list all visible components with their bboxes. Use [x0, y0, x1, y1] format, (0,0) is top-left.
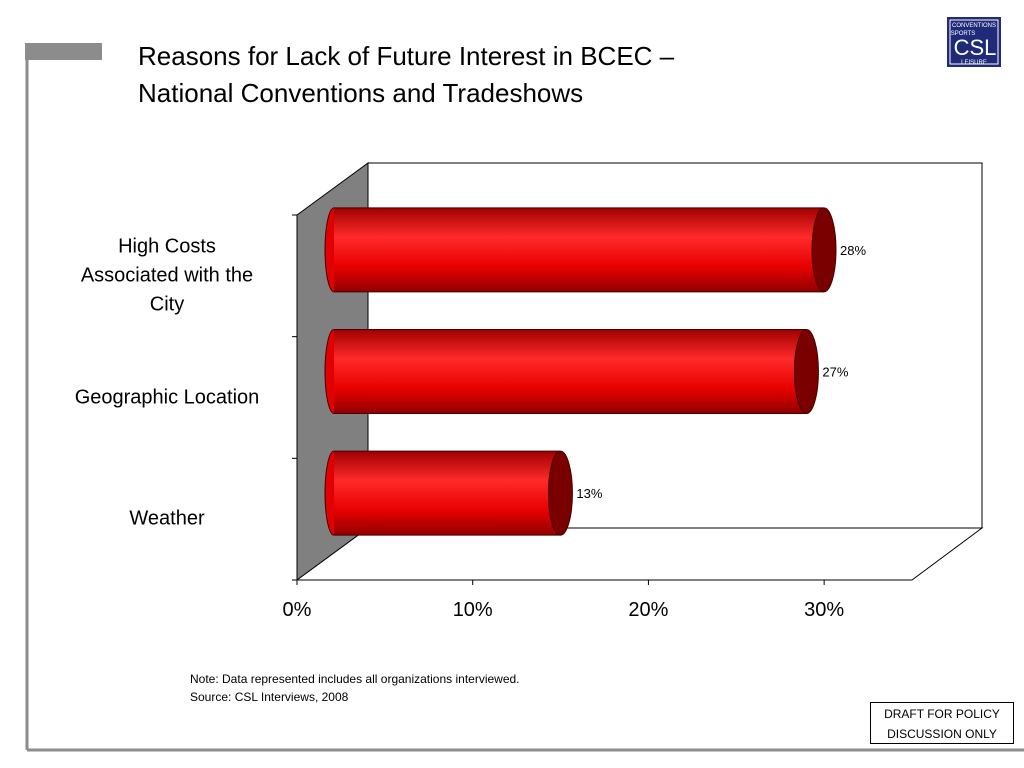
- x-tick-label: 30%: [804, 599, 844, 621]
- title: Reasons for Lack of Future Interest in B…: [138, 41, 675, 108]
- bar: [324, 207, 837, 293]
- value-label: 27%: [822, 365, 848, 380]
- bar-end: [793, 329, 819, 414]
- source: Source: CSL Interviews, 2008: [190, 690, 349, 704]
- bar-end: [547, 450, 573, 536]
- note: Note: Data represented includes all orga…: [190, 672, 520, 686]
- x-tick-label: 10%: [453, 599, 493, 621]
- logo-text: CSL: [954, 35, 997, 60]
- logo-text: LEISURE: [961, 60, 987, 66]
- logo-text: CONVENTIONS: [952, 23, 996, 29]
- logo: CONVENTIONS SPORTS CSL LEISURE: [947, 17, 1001, 67]
- value-label: 28%: [840, 243, 866, 258]
- x-tick-label: 20%: [628, 599, 668, 621]
- floor: [295, 527, 984, 581]
- y-tick-label: Geographic Location: [74, 386, 260, 408]
- value-label: 13%: [576, 486, 602, 501]
- bar: [324, 450, 573, 536]
- y-tick-label: High Costs Associated with the City: [80, 235, 254, 316]
- bar-body: [334, 451, 561, 536]
- y-tick-label: Weather: [129, 507, 205, 530]
- logo-box: [947, 17, 1001, 67]
- deco-bar: [25, 43, 102, 60]
- bar-end: [811, 207, 837, 293]
- bar-body: [334, 329, 807, 414]
- logo-text: SPORTS: [951, 31, 976, 37]
- draft-notice: DRAFT FOR POLICY DISCUSSION ONLY: [870, 702, 1014, 744]
- bar-body: [334, 207, 824, 292]
- logo-border: [949, 19, 999, 65]
- x-tick-label: 0%: [283, 599, 312, 621]
- bar: [324, 329, 819, 414]
